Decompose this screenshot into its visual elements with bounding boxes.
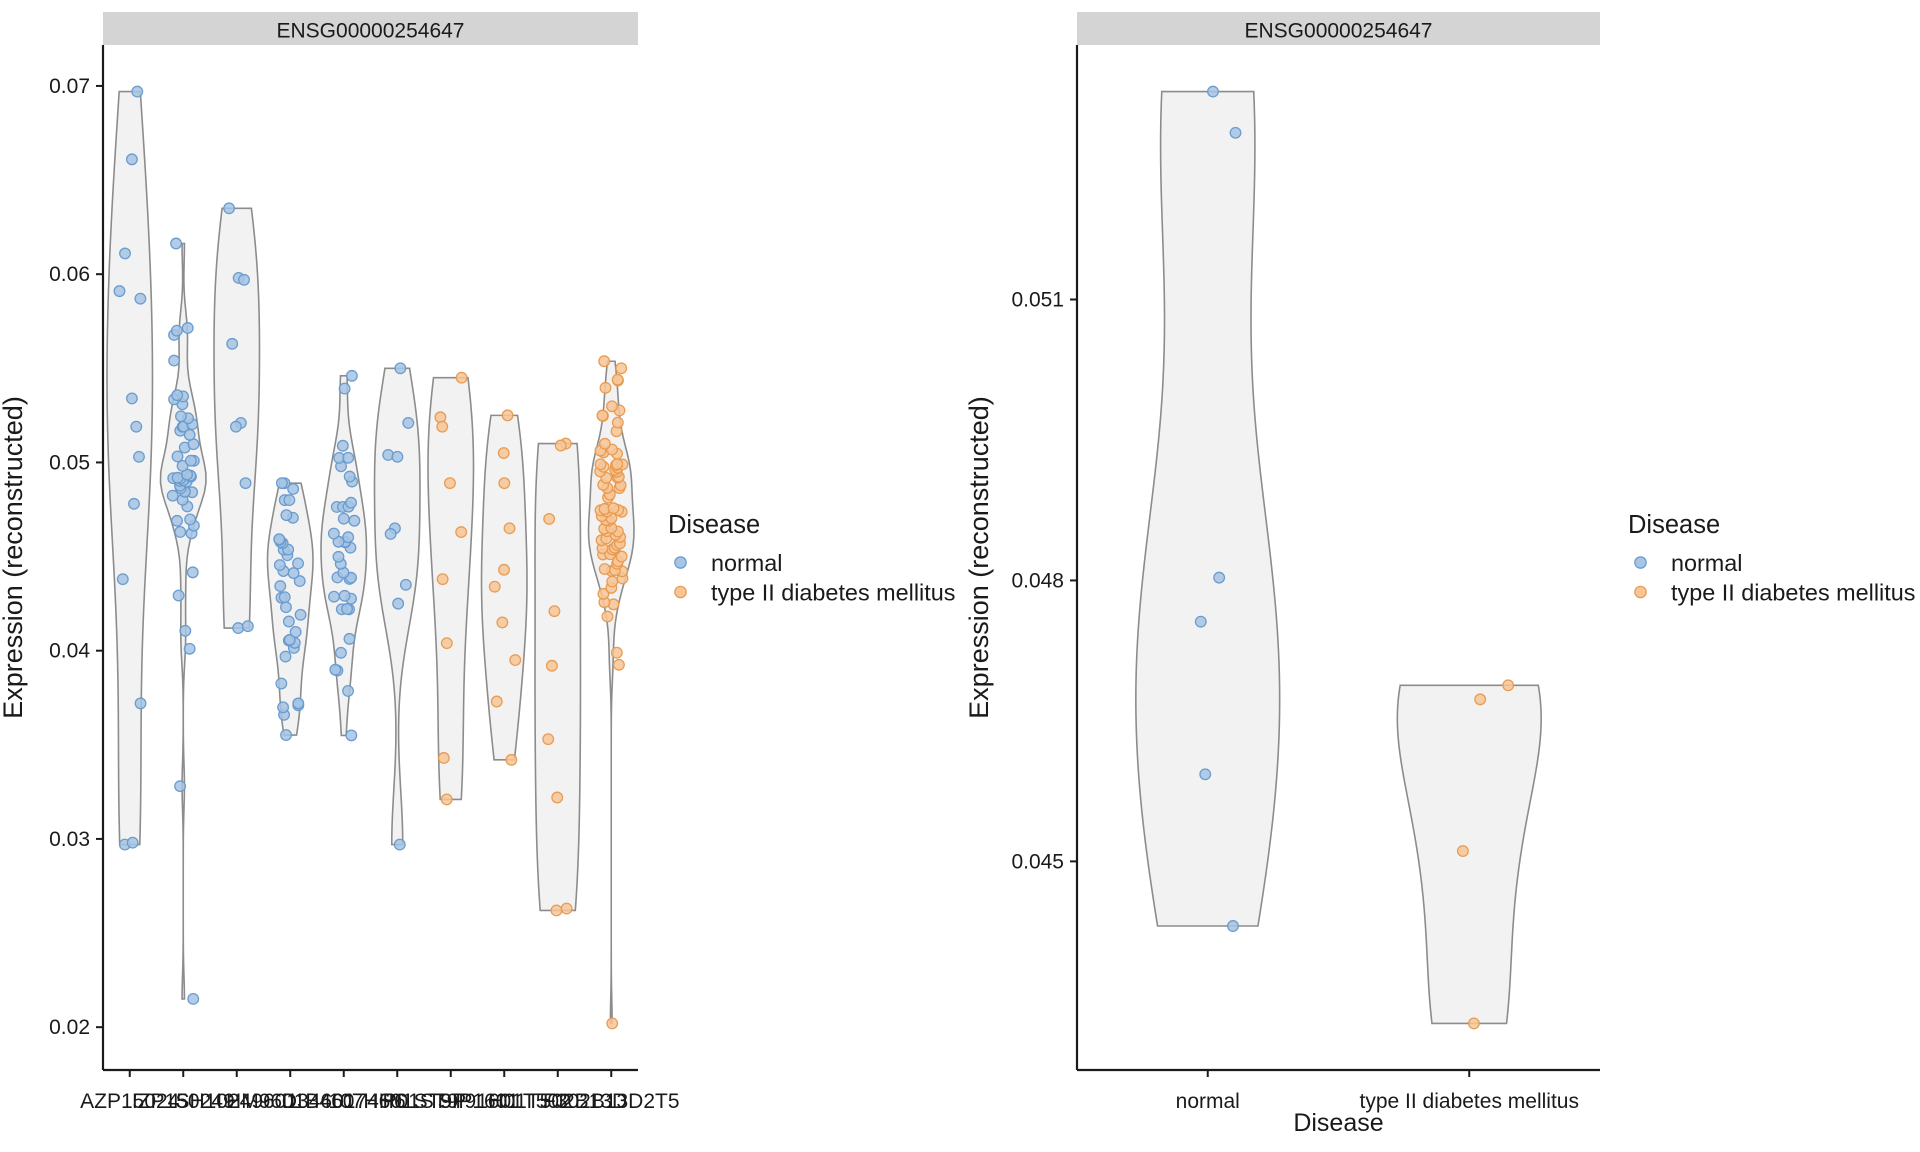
svg-text:0.045: 0.045 — [1011, 850, 1064, 873]
svg-text:normal: normal — [711, 550, 783, 576]
svg-text:0.04: 0.04 — [49, 640, 90, 663]
svg-text:Expression (reconstructed): Expression (reconstructed) — [964, 396, 994, 719]
svg-text:ENSG00000254647: ENSG00000254647 — [277, 20, 465, 43]
svg-text:Disease: Disease — [1293, 1109, 1383, 1137]
svg-text:normal: normal — [1671, 550, 1743, 576]
svg-text:type II diabetes mellitus: type II diabetes mellitus — [1671, 580, 1915, 606]
svg-text:F302B13D2T5: F302B13D2T5 — [543, 1090, 680, 1113]
svg-text:Disease: Disease — [1628, 511, 1720, 539]
svg-text:Expression (reconstructed): Expression (reconstructed) — [0, 396, 28, 719]
svg-text:0.03: 0.03 — [49, 828, 90, 851]
svg-text:0.05: 0.05 — [49, 451, 90, 474]
svg-text:0.02: 0.02 — [49, 1016, 90, 1039]
svg-text:0.048: 0.048 — [1011, 569, 1064, 592]
svg-text:type II diabetes mellitus: type II diabetes mellitus — [711, 580, 955, 606]
svg-text:0.06: 0.06 — [49, 263, 90, 286]
svg-text:0.07: 0.07 — [49, 75, 90, 98]
svg-text:type II diabetes mellitus: type II diabetes mellitus — [1360, 1090, 1579, 1113]
svg-text:Disease: Disease — [668, 511, 760, 539]
svg-text:normal: normal — [1176, 1090, 1240, 1113]
svg-text:0.051: 0.051 — [1011, 288, 1064, 311]
svg-text:ENSG00000254647: ENSG00000254647 — [1245, 20, 1433, 43]
